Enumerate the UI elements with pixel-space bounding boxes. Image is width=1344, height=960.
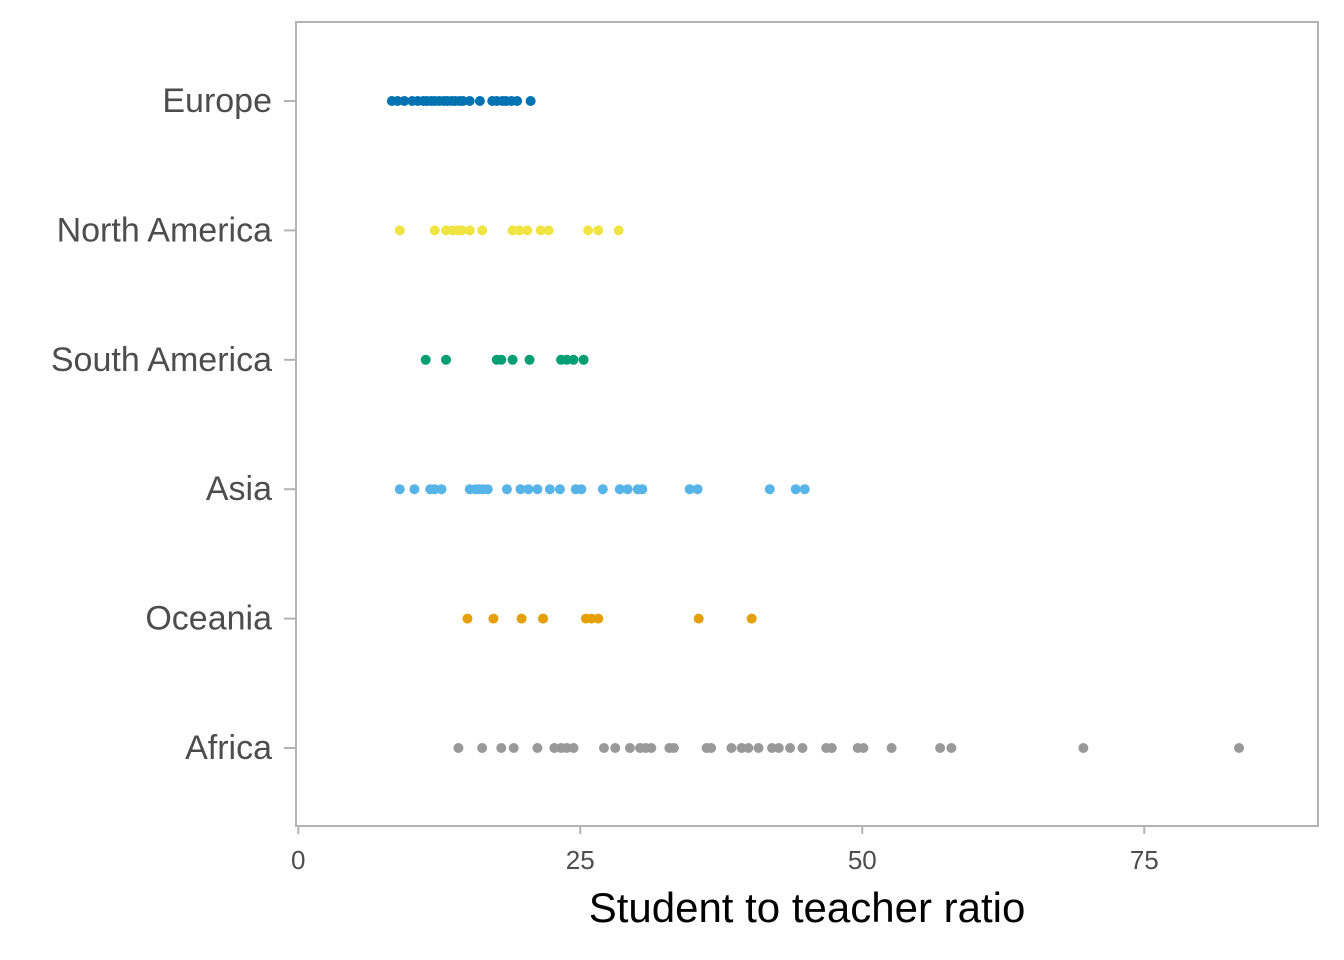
y-tick-label: Africa [185,729,272,767]
point [464,96,475,106]
point [501,484,512,495]
point [535,225,546,236]
point [593,225,604,236]
point [522,225,533,236]
point [637,484,648,495]
point [598,743,609,753]
point [726,743,737,753]
point [790,484,801,495]
point [496,354,507,365]
point [583,225,594,236]
y-tick-label: Oceania [145,600,272,638]
y-tick-label: Asia [206,470,272,508]
point [624,743,635,753]
point [668,743,679,753]
point [693,613,704,624]
point [441,354,452,365]
point [525,96,536,106]
point [532,743,543,753]
point [706,743,717,753]
point [554,484,565,495]
point [568,354,579,365]
panel-border [295,21,1319,827]
point [799,484,810,495]
point [593,613,604,624]
point [538,613,549,624]
point [515,484,526,495]
point [496,743,507,753]
x-tick-label: 75 [1130,845,1159,875]
point [394,225,405,236]
point [610,743,621,753]
point [753,743,764,753]
point [797,743,808,753]
point [456,225,467,236]
point [464,225,475,236]
point [532,484,543,495]
point [576,484,587,495]
point [743,743,754,753]
point [886,743,897,753]
point [474,96,485,106]
point [826,743,837,753]
point [692,484,703,495]
point [764,484,775,495]
point [543,225,554,236]
x-axis-title: Student to teacher ratio [589,884,1026,931]
point [578,354,589,365]
point [453,743,464,753]
point [482,484,493,495]
point [746,613,757,624]
point [568,743,579,753]
point [622,484,633,495]
y-tick-label: South America [51,341,272,379]
point [507,354,518,365]
point [935,743,946,753]
point [429,225,440,236]
x-tick-label: 0 [291,845,305,875]
point [409,484,420,495]
point [684,484,695,495]
point [597,484,608,495]
point [399,96,410,106]
y-tick-label: North America [57,211,272,249]
x-tick-label: 50 [848,845,877,875]
point [858,743,869,753]
point [420,354,431,365]
point [477,743,488,753]
point [785,743,796,753]
point [436,484,447,495]
point [477,225,488,236]
y-tick-label: Europe [162,82,272,120]
point [516,613,527,624]
point [946,743,957,753]
point [462,613,473,624]
point [524,354,535,365]
point [512,96,523,106]
point [613,225,624,236]
x-tick-label: 25 [566,845,595,875]
point [614,484,625,495]
point [508,743,519,753]
point [1078,743,1089,753]
point [773,743,784,753]
point [1234,743,1245,753]
point [544,484,555,495]
point [646,743,657,753]
point [514,225,525,236]
point [488,613,499,624]
point [394,484,405,495]
point [523,484,534,495]
